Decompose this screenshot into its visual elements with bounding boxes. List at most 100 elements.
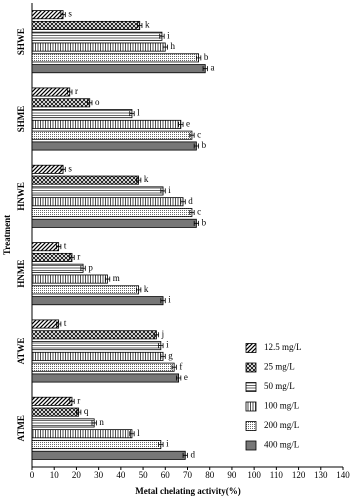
x-tick-label: 40 <box>116 470 126 480</box>
bar <box>31 351 164 361</box>
bar <box>31 285 140 295</box>
significance-letter: k <box>144 174 149 184</box>
bar <box>31 407 80 417</box>
x-tick-label: 100 <box>247 470 261 480</box>
error-bar <box>153 332 160 338</box>
error-bar <box>137 22 143 28</box>
error-bar <box>180 199 186 205</box>
legend-label: 400 mg/L <box>264 440 299 450</box>
x-tick-label: 0 <box>30 470 35 480</box>
error-bar <box>193 143 200 149</box>
significance-letter: k <box>145 20 150 30</box>
error-bar <box>56 244 62 250</box>
error-bar <box>202 66 208 72</box>
error-bar <box>136 287 142 293</box>
bar <box>31 396 73 406</box>
significance-letter: n <box>99 417 104 427</box>
legend-swatch <box>245 343 257 353</box>
bar <box>31 330 157 340</box>
significance-letter: i <box>168 295 171 305</box>
bar <box>31 164 64 174</box>
bar <box>31 450 186 460</box>
error-bar <box>159 33 165 39</box>
error-bar <box>175 375 182 381</box>
bar <box>31 296 164 306</box>
bar <box>31 252 73 262</box>
error-bar <box>195 55 202 61</box>
bar <box>31 319 60 329</box>
bar <box>31 263 84 273</box>
error-bar <box>129 431 135 437</box>
x-tick-label: 60 <box>161 470 171 480</box>
significance-letter: t <box>64 241 67 251</box>
bar <box>31 53 200 63</box>
error-bar <box>69 254 75 260</box>
error-bar <box>160 353 166 359</box>
bar <box>31 20 141 30</box>
x-tick-label: 30 <box>94 470 104 480</box>
significance-letter: g <box>168 350 173 360</box>
legend-swatch <box>245 362 257 373</box>
error-bar <box>182 452 188 458</box>
significance-letter: p <box>88 262 93 272</box>
bar <box>31 175 140 185</box>
error-bar <box>171 364 177 370</box>
bar <box>31 119 182 129</box>
bar <box>31 186 164 196</box>
x-tick-label: 70 <box>183 470 193 480</box>
significance-letter: f <box>179 361 182 371</box>
significance-letter: q <box>84 406 89 416</box>
bar <box>31 362 175 372</box>
bar <box>31 141 197 151</box>
error-bar <box>80 265 86 271</box>
error-bar <box>91 420 97 426</box>
significance-letter: m <box>113 273 120 283</box>
x-axis-title: Metal chelating activity(%) <box>135 486 240 496</box>
bar <box>31 218 197 228</box>
significance-letter: a <box>210 63 214 73</box>
x-tick-label: 10 <box>50 470 60 480</box>
legend-label: 25 mg/L <box>264 362 295 372</box>
significance-letter: r <box>77 395 80 405</box>
legend-swatch <box>245 421 257 431</box>
y-axis-title: Treatment <box>2 215 12 255</box>
x-tick-label: 80 <box>205 470 215 480</box>
bar <box>31 197 184 207</box>
x-tick-label: 110 <box>270 470 284 480</box>
significance-letter: c <box>197 129 201 139</box>
x-tick-label: 90 <box>227 470 237 480</box>
bar <box>31 373 180 383</box>
significance-letter: j <box>161 329 165 339</box>
significance-letter: d <box>188 196 193 206</box>
bar <box>31 274 108 284</box>
error-bar <box>193 220 200 226</box>
significance-letter: l <box>137 108 140 118</box>
error-bar <box>67 89 73 95</box>
legend-label: 12.5 mg/L <box>264 342 302 352</box>
x-tick-label: 50 <box>139 470 149 480</box>
error-bar <box>160 298 166 304</box>
error-bar <box>162 44 168 50</box>
error-bar <box>178 121 184 127</box>
significance-letter: d <box>191 449 196 459</box>
group-label: ATWE <box>16 338 26 365</box>
error-bar <box>158 442 164 448</box>
error-bar <box>160 188 166 194</box>
error-bar <box>136 177 142 183</box>
legend-swatch <box>245 401 257 412</box>
bar <box>31 109 133 119</box>
error-bar <box>76 409 82 415</box>
bar <box>31 429 133 439</box>
significance-letter: e <box>184 372 188 382</box>
significance-letter: c <box>197 207 201 217</box>
bar <box>31 42 166 52</box>
significance-letter: b <box>202 217 207 227</box>
bar <box>31 341 162 351</box>
group-label: SHME <box>16 106 26 133</box>
group-label: HNWE <box>16 182 26 211</box>
x-tick-label: 20 <box>72 470 82 480</box>
significance-letter: r <box>77 252 80 262</box>
significance-letter: i <box>167 30 170 40</box>
legend-swatch <box>245 440 257 451</box>
